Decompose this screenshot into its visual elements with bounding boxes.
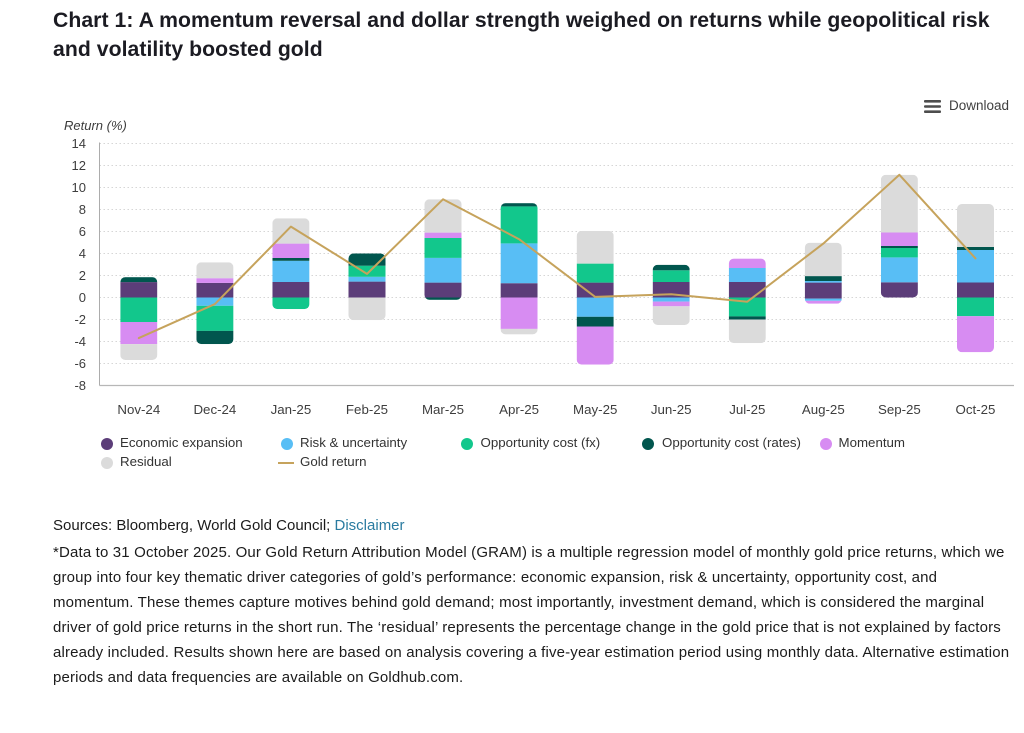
svg-text:Nov-24: Nov-24	[117, 402, 160, 417]
svg-text:8: 8	[79, 202, 86, 217]
svg-text:0: 0	[79, 290, 86, 305]
svg-text:4: 4	[79, 246, 86, 261]
svg-text:Jan-25: Jan-25	[271, 402, 312, 417]
svg-text:6: 6	[79, 224, 86, 239]
svg-text:10: 10	[72, 180, 86, 195]
svg-text:12: 12	[72, 158, 86, 173]
svg-text:Dec-24: Dec-24	[193, 402, 236, 417]
svg-text:-2: -2	[74, 312, 86, 327]
svg-text:-6: -6	[74, 356, 86, 371]
svg-text:Oct-25: Oct-25	[956, 402, 996, 417]
svg-text:2: 2	[79, 268, 86, 283]
svg-text:14: 14	[72, 136, 86, 151]
svg-text:Feb-25: Feb-25	[346, 402, 388, 417]
svg-text:Mar-25: Mar-25	[422, 402, 464, 417]
svg-text:Jul-25: Jul-25	[729, 402, 765, 417]
svg-text:Apr-25: Apr-25	[499, 402, 539, 417]
svg-text:-4: -4	[74, 334, 86, 349]
svg-text:Sep-25: Sep-25	[878, 402, 921, 417]
svg-text:Jun-25: Jun-25	[651, 402, 692, 417]
svg-text:May-25: May-25	[573, 402, 617, 417]
svg-text:-8: -8	[74, 378, 86, 393]
svg-text:Aug-25: Aug-25	[802, 402, 845, 417]
